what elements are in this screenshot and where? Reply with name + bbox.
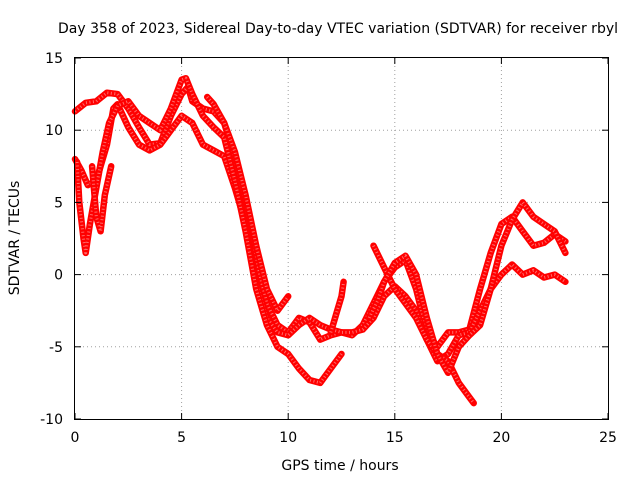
chart-title: Day 358 of 2023, Sidereal Day-to-day VTE… [58,21,618,37]
series-markers-3 [75,76,343,385]
y-tick-label: -5 [49,340,63,356]
x-tick-label: 15 [386,430,404,446]
series-line-5 [203,93,292,314]
series-markers-4 [90,165,113,233]
series-layer [71,74,569,407]
plot-frame [74,57,609,420]
axis-ticks [74,57,609,420]
x-tick-label: 25 [599,430,617,446]
series-line-7 [370,242,477,407]
y-tick-label: 10 [45,123,63,139]
y-tick-label: 15 [45,51,63,67]
x-axis-label: GPS time / hours [281,458,398,474]
y-axis-label: SDTVAR / TECUs [7,181,23,296]
x-tick-label: 10 [279,430,297,446]
y-tick-label: 5 [54,195,63,211]
y-tick-label: 0 [54,268,63,284]
x-tick-label: 0 [71,430,80,446]
series-markers-8 [367,200,567,375]
tick-labels: 0 5 10 15 20 25 -10 -5 0 5 10 15 [40,51,617,446]
series-line-3 [73,74,345,387]
series-markers-2 [73,102,567,363]
x-tick-label: 20 [492,430,510,446]
series-markers-6 [329,281,346,333]
x-tick-label: 5 [177,430,186,446]
y-tick-label: -10 [40,412,63,428]
